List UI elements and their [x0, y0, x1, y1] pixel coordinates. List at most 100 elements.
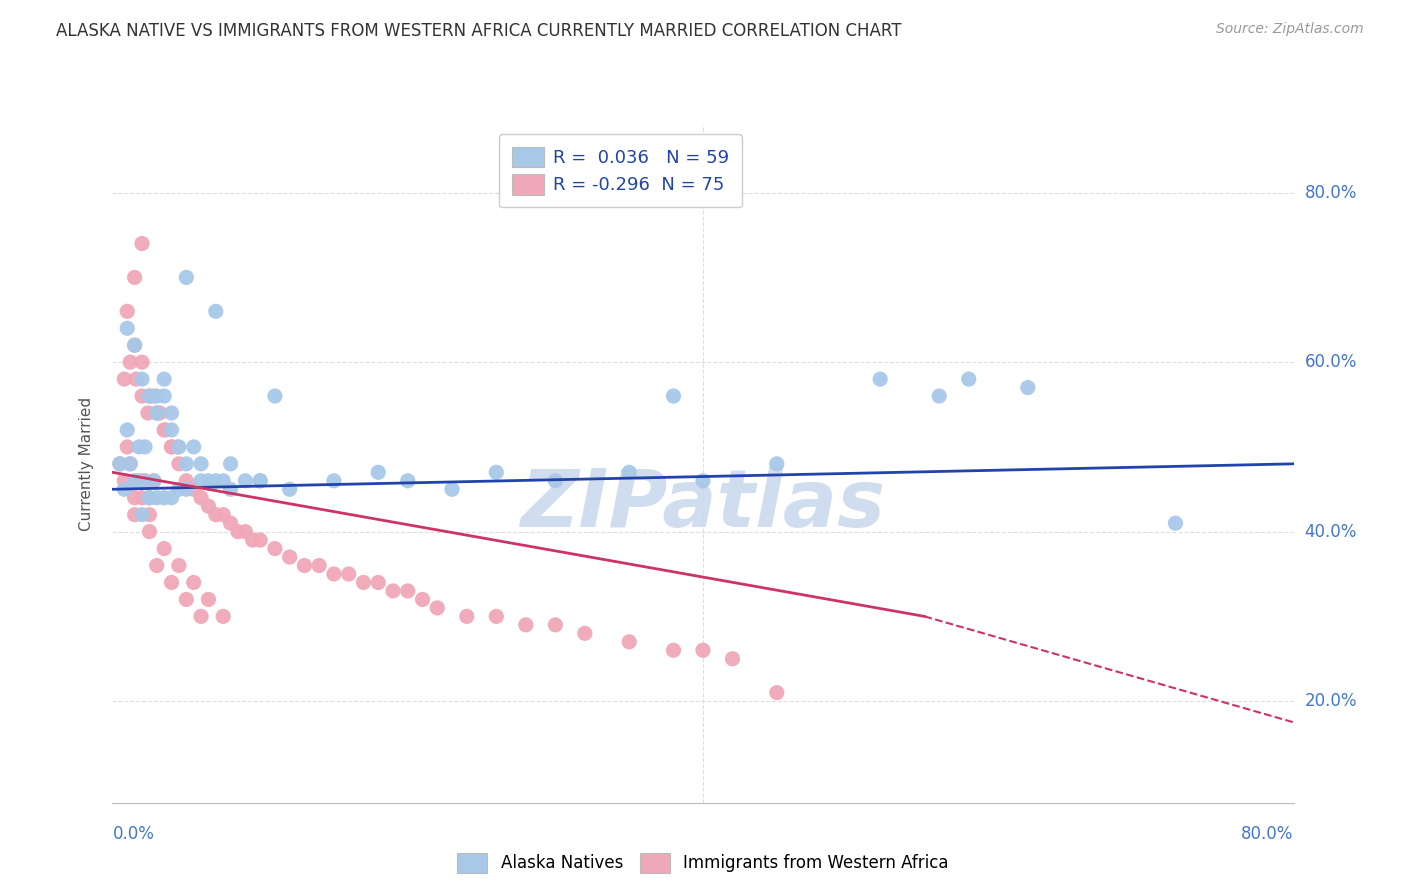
Point — [233, 474, 256, 488]
Point — [128, 474, 150, 488]
Point — [292, 558, 315, 573]
Point — [108, 457, 131, 471]
Point — [233, 524, 256, 539]
Point — [138, 491, 160, 505]
Point — [160, 491, 183, 505]
Point — [411, 592, 433, 607]
Point — [323, 567, 346, 582]
Point — [146, 491, 169, 505]
Point — [160, 406, 183, 420]
Point — [142, 474, 165, 488]
Point — [160, 423, 183, 437]
Point — [136, 406, 159, 420]
Point — [212, 609, 235, 624]
Point — [167, 440, 190, 454]
Point — [721, 651, 744, 665]
Legend: R =  0.036   N = 59, R = -0.296  N = 75: R = 0.036 N = 59, R = -0.296 N = 75 — [499, 134, 742, 207]
Point — [112, 474, 135, 488]
Point — [138, 389, 160, 403]
Point — [212, 508, 235, 522]
Point — [155, 423, 177, 437]
Point — [142, 389, 165, 403]
Point — [153, 389, 176, 403]
Point — [766, 457, 789, 471]
Point — [619, 466, 641, 480]
Text: 60.0%: 60.0% — [1305, 353, 1357, 371]
Point — [485, 609, 508, 624]
Point — [131, 491, 153, 505]
Point — [197, 500, 219, 514]
Point — [278, 482, 301, 496]
Point — [242, 533, 264, 547]
Point — [1164, 516, 1187, 530]
Point — [146, 558, 169, 573]
Point — [183, 575, 205, 590]
Text: ALASKA NATIVE VS IMMIGRANTS FROM WESTERN AFRICA CURRENTLY MARRIED CORRELATION CH: ALASKA NATIVE VS IMMIGRANTS FROM WESTERN… — [56, 22, 901, 40]
Point — [124, 474, 146, 488]
Point — [662, 389, 685, 403]
Point — [117, 440, 138, 454]
Point — [249, 474, 271, 488]
Text: Source: ZipAtlas.com: Source: ZipAtlas.com — [1216, 22, 1364, 37]
Point — [441, 482, 464, 496]
Point — [153, 423, 176, 437]
Text: 20.0%: 20.0% — [1305, 692, 1357, 710]
Point — [205, 304, 228, 318]
Point — [692, 474, 714, 488]
Point — [153, 491, 176, 505]
Point — [183, 482, 205, 496]
Point — [124, 508, 146, 522]
Point — [226, 524, 249, 539]
Point — [174, 457, 197, 471]
Text: 40.0%: 40.0% — [1305, 523, 1357, 541]
Point — [456, 609, 478, 624]
Point — [515, 617, 537, 632]
Point — [120, 457, 142, 471]
Point — [323, 474, 346, 488]
Point — [485, 466, 508, 480]
Point — [367, 575, 389, 590]
Point — [1017, 380, 1039, 394]
Point — [544, 617, 567, 632]
Point — [146, 406, 169, 420]
Point — [190, 474, 212, 488]
Point — [278, 549, 301, 565]
Point — [197, 474, 219, 488]
Point — [138, 389, 160, 403]
Text: ZIPatlas: ZIPatlas — [520, 466, 886, 543]
Point — [138, 491, 160, 505]
Point — [160, 440, 183, 454]
Point — [149, 406, 172, 420]
Point — [117, 304, 138, 318]
Point — [869, 372, 891, 386]
Point — [219, 482, 242, 496]
Point — [928, 389, 950, 403]
Point — [174, 270, 197, 285]
Point — [205, 508, 228, 522]
Point — [396, 583, 419, 598]
Point — [125, 372, 148, 386]
Point — [174, 482, 197, 496]
Point — [190, 609, 212, 624]
Point — [249, 474, 271, 488]
Legend: Alaska Natives, Immigrants from Western Africa: Alaska Natives, Immigrants from Western … — [451, 847, 955, 880]
Point — [308, 558, 330, 573]
Point — [124, 338, 146, 352]
Point — [112, 372, 135, 386]
Point — [138, 524, 160, 539]
Point — [131, 236, 153, 251]
Point — [146, 389, 169, 403]
Point — [662, 643, 685, 657]
Point — [692, 643, 714, 657]
Point — [352, 575, 374, 590]
Point — [124, 491, 146, 505]
Point — [249, 533, 271, 547]
Point — [219, 516, 242, 530]
Text: 0.0%: 0.0% — [112, 825, 155, 843]
Point — [619, 635, 641, 649]
Point — [167, 457, 190, 471]
Point — [131, 508, 153, 522]
Text: 80.0%: 80.0% — [1305, 184, 1357, 202]
Point — [190, 457, 212, 471]
Point — [574, 626, 596, 640]
